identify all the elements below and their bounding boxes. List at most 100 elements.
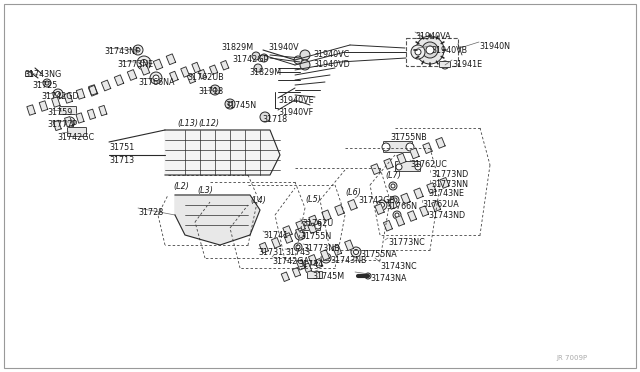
Circle shape bbox=[323, 256, 328, 260]
Circle shape bbox=[315, 223, 321, 229]
Text: 31940VC: 31940VC bbox=[313, 50, 349, 59]
Text: 31941E: 31941E bbox=[452, 60, 482, 69]
Text: 31777P: 31777P bbox=[47, 120, 77, 129]
Polygon shape bbox=[322, 210, 331, 221]
Circle shape bbox=[299, 223, 305, 229]
Polygon shape bbox=[303, 263, 312, 273]
Polygon shape bbox=[127, 70, 137, 80]
Polygon shape bbox=[440, 177, 449, 188]
Polygon shape bbox=[348, 199, 357, 210]
Polygon shape bbox=[27, 105, 35, 115]
Text: 31742GD: 31742GD bbox=[41, 92, 79, 101]
Circle shape bbox=[416, 36, 444, 64]
Text: 31940VB: 31940VB bbox=[431, 46, 467, 55]
Circle shape bbox=[300, 50, 310, 60]
Text: (L13): (L13) bbox=[177, 119, 198, 128]
Polygon shape bbox=[52, 97, 60, 107]
Circle shape bbox=[210, 85, 220, 95]
Circle shape bbox=[45, 81, 49, 85]
Polygon shape bbox=[115, 75, 124, 86]
Text: 31940V: 31940V bbox=[268, 43, 299, 52]
Polygon shape bbox=[436, 138, 445, 148]
Polygon shape bbox=[64, 93, 72, 103]
Polygon shape bbox=[427, 183, 436, 193]
Polygon shape bbox=[53, 120, 61, 131]
Circle shape bbox=[56, 92, 61, 96]
Circle shape bbox=[210, 215, 220, 225]
Polygon shape bbox=[198, 70, 207, 79]
Circle shape bbox=[300, 60, 310, 70]
Polygon shape bbox=[410, 148, 419, 159]
FancyBboxPatch shape bbox=[440, 61, 451, 67]
Circle shape bbox=[137, 56, 151, 70]
Circle shape bbox=[153, 75, 159, 81]
Text: 31743: 31743 bbox=[285, 248, 310, 257]
Text: 31725: 31725 bbox=[32, 81, 58, 90]
FancyBboxPatch shape bbox=[396, 161, 420, 171]
Text: 31751: 31751 bbox=[109, 143, 134, 152]
Circle shape bbox=[65, 117, 75, 127]
Polygon shape bbox=[101, 80, 111, 91]
Text: (L3): (L3) bbox=[197, 186, 213, 195]
Text: 31718: 31718 bbox=[198, 87, 223, 96]
Text: 31742GA: 31742GA bbox=[272, 257, 309, 266]
Polygon shape bbox=[281, 272, 289, 282]
Text: 31773NB: 31773NB bbox=[303, 244, 340, 253]
Circle shape bbox=[150, 72, 162, 84]
Polygon shape bbox=[175, 195, 260, 245]
Text: 31745M: 31745M bbox=[312, 272, 344, 281]
Circle shape bbox=[382, 143, 390, 151]
Circle shape bbox=[252, 52, 260, 60]
Polygon shape bbox=[65, 116, 72, 127]
Text: 31742GB: 31742GB bbox=[358, 196, 395, 205]
Text: 31940N: 31940N bbox=[479, 42, 510, 51]
Circle shape bbox=[393, 198, 397, 202]
Circle shape bbox=[212, 207, 218, 213]
Text: 31742GP: 31742GP bbox=[232, 55, 268, 64]
Circle shape bbox=[53, 89, 63, 99]
Circle shape bbox=[353, 250, 358, 254]
Text: 31742GC: 31742GC bbox=[57, 133, 94, 142]
Polygon shape bbox=[284, 233, 292, 243]
Polygon shape bbox=[296, 259, 305, 270]
Polygon shape bbox=[209, 65, 218, 74]
Text: 31731: 31731 bbox=[258, 248, 283, 257]
Text: 31762UC: 31762UC bbox=[410, 160, 447, 169]
Polygon shape bbox=[89, 85, 97, 95]
Polygon shape bbox=[271, 238, 280, 248]
Circle shape bbox=[227, 220, 237, 230]
Text: 31762U: 31762U bbox=[302, 219, 333, 228]
FancyBboxPatch shape bbox=[60, 106, 77, 115]
Circle shape bbox=[225, 99, 235, 109]
Text: 31829M: 31829M bbox=[249, 68, 281, 77]
Text: 31743NG: 31743NG bbox=[24, 70, 61, 79]
Text: 31940VE: 31940VE bbox=[278, 96, 314, 105]
Text: 31728: 31728 bbox=[138, 208, 163, 217]
Polygon shape bbox=[397, 153, 406, 164]
Polygon shape bbox=[283, 226, 292, 237]
FancyBboxPatch shape bbox=[67, 128, 86, 137]
Text: 31773NC: 31773NC bbox=[388, 238, 425, 247]
Polygon shape bbox=[76, 89, 84, 99]
Text: 31773NN: 31773NN bbox=[431, 180, 468, 189]
Text: 31773NE: 31773NE bbox=[117, 60, 153, 69]
Circle shape bbox=[260, 112, 270, 122]
Text: (L12): (L12) bbox=[198, 119, 219, 128]
Text: 31940VF: 31940VF bbox=[278, 108, 313, 117]
Polygon shape bbox=[296, 228, 305, 238]
Polygon shape bbox=[88, 109, 95, 119]
Circle shape bbox=[141, 60, 147, 67]
Polygon shape bbox=[170, 71, 178, 82]
Text: 31766NA: 31766NA bbox=[138, 78, 175, 87]
Polygon shape bbox=[388, 199, 397, 209]
Circle shape bbox=[393, 211, 401, 219]
Circle shape bbox=[391, 184, 395, 188]
Polygon shape bbox=[76, 113, 84, 123]
Circle shape bbox=[391, 196, 399, 204]
Text: 31755N: 31755N bbox=[300, 232, 332, 241]
Polygon shape bbox=[375, 204, 384, 215]
Text: (L4): (L4) bbox=[250, 196, 266, 205]
Text: (L6): (L6) bbox=[345, 188, 361, 197]
FancyBboxPatch shape bbox=[26, 71, 33, 77]
Text: 31745N: 31745N bbox=[225, 101, 256, 110]
